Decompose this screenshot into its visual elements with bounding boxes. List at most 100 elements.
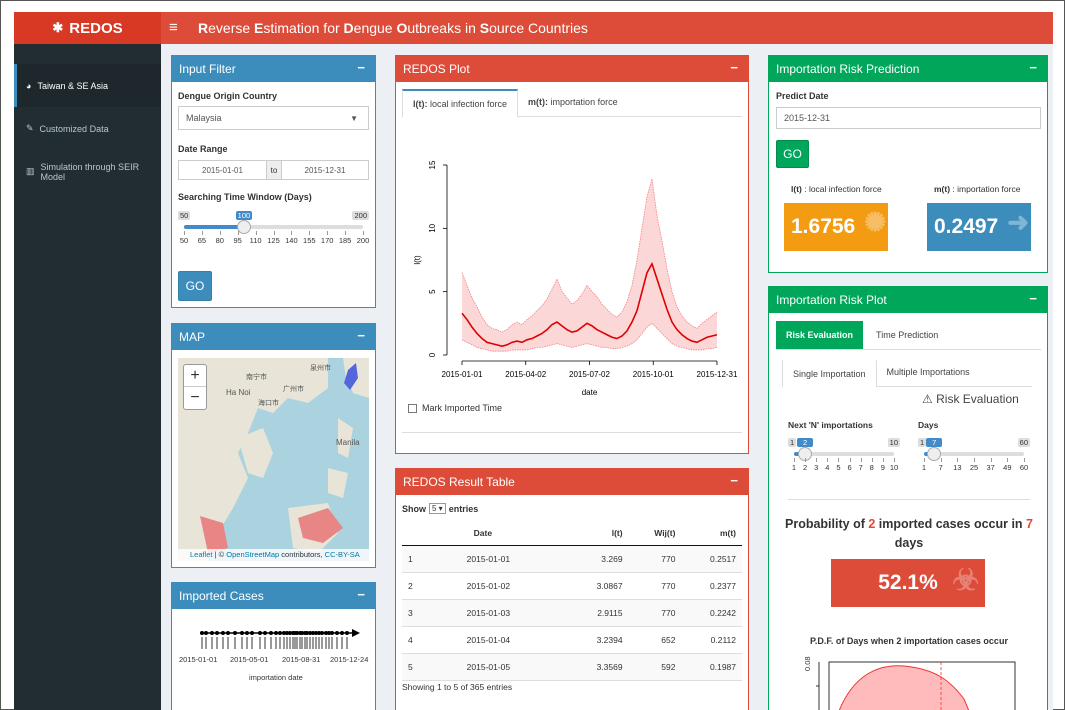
country-label: Dengue Origin Country [178,91,277,101]
y-tick-label: 10 [428,223,437,232]
slider-tick [860,458,862,462]
country-select[interactable]: Malaysia ▼ [178,106,369,130]
x-tick-label: 2015-07-02 [569,370,610,379]
table-cell: 3.0867 [568,572,629,600]
pdf-chart [816,661,1016,710]
slider-tick [827,458,829,462]
slider-max-label: 200 [352,211,369,220]
import-point [221,631,225,635]
collapse-icon[interactable]: − [1029,60,1037,75]
zoom-out-button[interactable]: − [190,389,200,406]
collapse-icon[interactable]: − [1029,291,1037,306]
import-point [282,631,286,635]
tab-multiple-importations[interactable]: Multiple Importations [886,367,970,377]
collapse-icon[interactable]: − [357,328,365,343]
table-cell: 2 [402,572,429,600]
slider-tick-label: 65 [197,236,207,245]
collapse-icon[interactable]: − [357,587,365,602]
column-header[interactable]: Wij(t) [628,521,682,546]
predict-go-button[interactable]: GO [776,140,809,168]
map-label: 南宁市 [246,374,267,381]
predict-date-input[interactable]: 2015-12-31 [776,107,1041,129]
entries-select[interactable]: 5 ▾ [429,503,446,514]
gears-icon: ✱ [52,20,64,35]
date-from-input[interactable]: 2015-01-01 [178,160,267,180]
column-header[interactable] [402,521,429,546]
sidebar-item-customized[interactable]: ✎ Customized Data [26,123,109,134]
mark-imported-checkbox[interactable]: Mark Imported Time [408,403,502,413]
import-point [258,631,262,635]
edit-icon: ✎ [26,123,34,133]
zoom-in-button[interactable]: + [184,365,206,387]
collapse-icon[interactable]: − [357,60,365,75]
slider-tick-label: 49 [1003,463,1012,472]
probability-text: Probability of 2 imported cases occur in… [785,517,1033,550]
slider-tick [871,458,873,462]
import-point [204,631,208,635]
box-header: REDOS Result Table − [396,468,748,495]
pdf-title: P.D.F. of Days when 2 importation cases … [810,636,1008,646]
slider-value-label: 100 [235,211,253,220]
import-point [263,631,267,635]
malaysia-region-east[interactable] [298,508,343,543]
column-header[interactable]: l(t) [568,521,629,546]
sidebar-item-simulation[interactable]: ▥ Simulation through SEIR Model [26,161,140,182]
logo[interactable]: ✱ REDOS [14,12,161,44]
import-point [314,631,318,635]
lt-caption: l(t) : local infection force [791,184,882,194]
slider-value-label: 7 [926,438,943,447]
slider-tick [849,458,851,462]
map-view[interactable]: 南宁市 广州市 泉州市 Ha Noi 海口市 Manila + − Leafle… [178,358,369,561]
tab-local-infection[interactable]: l(t): local infection force [402,89,519,117]
table-cell: 2015-01-05 [428,653,569,681]
map-tiles [178,358,369,561]
slider-tick [894,458,895,462]
tab-importation[interactable]: m(t): importation force [528,97,618,107]
divider [402,432,742,433]
taiwan-region[interactable] [344,363,358,390]
days-slider[interactable]: 1 60 7 1 7 13 25 37 49 60 [918,434,1030,472]
window-slider[interactable]: 50 200 100 50 65 80 95 110 125 140 155 170 185 200 [178,207,369,247]
column-header[interactable]: m(t) [681,521,742,546]
slider-tick-label: 3 [814,463,819,472]
go-button[interactable]: GO [178,271,212,301]
probability-value-box: 52.1% ☣ [831,559,985,607]
table-cell: 3 [402,599,429,627]
column-header[interactable]: Date [428,521,569,546]
collapse-icon[interactable]: − [730,473,738,488]
import-point [233,631,237,635]
sidebar: ◕ Taiwan & SE Asia ✎ Customized Data ▥ Simu… [14,44,161,710]
divider [788,499,1030,500]
tab-time-prediction[interactable]: Time Prediction [876,330,939,340]
slider-tick-label: 110 [249,236,262,245]
slider-handle[interactable] [927,447,942,461]
map-label: Manila [336,438,360,447]
collapse-icon[interactable]: − [730,60,738,75]
leaflet-link[interactable]: Leaflet [190,550,213,559]
malaysia-region-west[interactable] [200,516,228,553]
n-slider[interactable]: 1 10 2 1 2 3 4 5 6 7 8 9 10 [788,434,900,472]
date-range-label: Date Range [178,144,228,154]
tab-single-importation[interactable]: Single Importation [782,359,877,387]
slider-tick-label: 7 [938,463,943,472]
import-point [340,631,344,635]
slider-tick [255,231,257,235]
date-to-input[interactable]: 2015-12-31 [281,160,369,180]
cc-link[interactable]: CC-BY-SA [324,550,360,559]
slider-tick-label: 4 [825,463,830,472]
checkbox-icon[interactable] [408,403,417,413]
sidebar-toggle-icon[interactable]: ≡ [169,19,178,36]
slider-tick-label: 37 [986,463,995,472]
slider-track [924,452,1024,456]
slider-tick [273,231,275,235]
sidebar-item-taiwan[interactable]: ◕ Taiwan & SE Asia [14,64,161,107]
timeline-xlabel: importation date [249,673,303,682]
tab-risk-evaluation[interactable]: Risk Evaluation [776,321,864,349]
entries-control: Show 5 ▾ entries [402,503,479,514]
osm-link[interactable]: OpenStreetMap [226,550,280,559]
slider-tick [291,231,293,235]
import-point [345,631,349,635]
table-cell: 0.2377 [681,572,742,600]
mean-line [461,261,718,347]
slider-handle[interactable] [236,220,251,234]
